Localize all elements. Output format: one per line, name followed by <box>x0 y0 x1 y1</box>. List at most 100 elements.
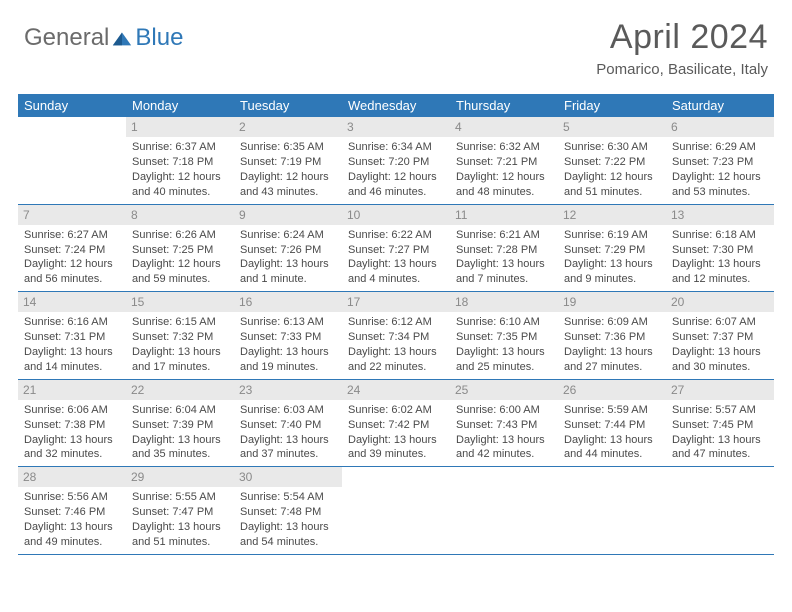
calendar-cell: 2Sunrise: 6:35 AMSunset: 7:19 PMDaylight… <box>234 117 342 204</box>
cell-line: Sunrise: 6:02 AM <box>348 403 444 418</box>
cell-line: Daylight: 13 hours <box>348 433 444 448</box>
cell-line: Daylight: 13 hours <box>348 345 444 360</box>
day-number: 24 <box>342 380 450 400</box>
cell-line: and 46 minutes. <box>348 185 444 200</box>
day-header: Monday <box>126 94 234 117</box>
cell-line: Daylight: 12 hours <box>24 257 120 272</box>
title-block: April 2024 Pomarico, Basilicate, Italy <box>596 18 768 78</box>
day-number: 15 <box>126 292 234 312</box>
cell-line: Sunrise: 6:37 AM <box>132 140 228 155</box>
cell-line: and 53 minutes. <box>672 185 768 200</box>
cell-line: and 14 minutes. <box>24 360 120 375</box>
cell-line: Daylight: 12 hours <box>456 170 552 185</box>
day-number: 16 <box>234 292 342 312</box>
cell-line: Sunset: 7:30 PM <box>672 243 768 258</box>
cell-line: Daylight: 12 hours <box>672 170 768 185</box>
cell-line: Sunset: 7:21 PM <box>456 155 552 170</box>
day-header: Tuesday <box>234 94 342 117</box>
cell-line: and 59 minutes. <box>132 272 228 287</box>
day-number: 2 <box>234 117 342 137</box>
calendar-cell <box>342 467 450 554</box>
cell-line: Sunset: 7:27 PM <box>348 243 444 258</box>
cell-line: Sunrise: 6:10 AM <box>456 315 552 330</box>
cell-line: Daylight: 13 hours <box>240 433 336 448</box>
cell-line: Daylight: 13 hours <box>24 345 120 360</box>
cell-line: and 37 minutes. <box>240 447 336 462</box>
calendar-cell: 15Sunrise: 6:15 AMSunset: 7:32 PMDayligh… <box>126 292 234 379</box>
cell-line: and 49 minutes. <box>24 535 120 550</box>
day-number: 11 <box>450 205 558 225</box>
calendar-cell: 4Sunrise: 6:32 AMSunset: 7:21 PMDaylight… <box>450 117 558 204</box>
cell-line: Sunset: 7:22 PM <box>564 155 660 170</box>
cell-line: Daylight: 13 hours <box>24 433 120 448</box>
day-number: 22 <box>126 380 234 400</box>
day-number: 5 <box>558 117 666 137</box>
cell-line: Daylight: 13 hours <box>564 257 660 272</box>
cell-line: Sunrise: 6:35 AM <box>240 140 336 155</box>
cell-line: Sunset: 7:36 PM <box>564 330 660 345</box>
day-number: 12 <box>558 205 666 225</box>
cell-line: Sunset: 7:23 PM <box>672 155 768 170</box>
calendar-cell: 21Sunrise: 6:06 AMSunset: 7:38 PMDayligh… <box>18 380 126 467</box>
day-number: 7 <box>18 205 126 225</box>
cell-line: Sunset: 7:31 PM <box>24 330 120 345</box>
week-row: 14Sunrise: 6:16 AMSunset: 7:31 PMDayligh… <box>18 292 774 380</box>
cell-line: Sunset: 7:24 PM <box>24 243 120 258</box>
day-number: 10 <box>342 205 450 225</box>
cell-line: Daylight: 12 hours <box>132 170 228 185</box>
cell-line: Sunset: 7:47 PM <box>132 505 228 520</box>
week-row: 1Sunrise: 6:37 AMSunset: 7:18 PMDaylight… <box>18 117 774 205</box>
cell-line: Sunrise: 6:04 AM <box>132 403 228 418</box>
day-number: 21 <box>18 380 126 400</box>
cell-line: Sunrise: 6:00 AM <box>456 403 552 418</box>
day-number: 8 <box>126 205 234 225</box>
cell-line: Sunrise: 6:18 AM <box>672 228 768 243</box>
week-row: 7Sunrise: 6:27 AMSunset: 7:24 PMDaylight… <box>18 205 774 293</box>
cell-line: Sunrise: 6:32 AM <box>456 140 552 155</box>
calendar-cell <box>666 467 774 554</box>
cell-line: Daylight: 13 hours <box>564 433 660 448</box>
logo-text-blue: Blue <box>135 24 183 52</box>
day-number: 19 <box>558 292 666 312</box>
calendar-cell: 29Sunrise: 5:55 AMSunset: 7:47 PMDayligh… <box>126 467 234 554</box>
cell-line: Sunrise: 6:16 AM <box>24 315 120 330</box>
calendar-cell: 24Sunrise: 6:02 AMSunset: 7:42 PMDayligh… <box>342 380 450 467</box>
header: General Blue April 2024 Pomarico, Basili… <box>0 0 792 84</box>
cell-line: and 51 minutes. <box>564 185 660 200</box>
cell-line: and 7 minutes. <box>456 272 552 287</box>
cell-line: Sunrise: 5:55 AM <box>132 490 228 505</box>
calendar-cell <box>558 467 666 554</box>
cell-line: and 51 minutes. <box>132 535 228 550</box>
cell-line: Sunrise: 5:54 AM <box>240 490 336 505</box>
week-row: 21Sunrise: 6:06 AMSunset: 7:38 PMDayligh… <box>18 380 774 468</box>
cell-line: Daylight: 13 hours <box>240 345 336 360</box>
day-number: 3 <box>342 117 450 137</box>
cell-line: Sunset: 7:25 PM <box>132 243 228 258</box>
cell-line: Daylight: 13 hours <box>240 520 336 535</box>
cell-line: Sunset: 7:40 PM <box>240 418 336 433</box>
cell-line: Sunrise: 6:06 AM <box>24 403 120 418</box>
cell-line: Sunset: 7:45 PM <box>672 418 768 433</box>
calendar: SundayMondayTuesdayWednesdayThursdayFrid… <box>18 94 774 555</box>
calendar-cell: 11Sunrise: 6:21 AMSunset: 7:28 PMDayligh… <box>450 205 558 292</box>
cell-line: Daylight: 12 hours <box>564 170 660 185</box>
calendar-cell <box>450 467 558 554</box>
cell-line: Sunrise: 6:27 AM <box>24 228 120 243</box>
cell-line: Sunset: 7:32 PM <box>132 330 228 345</box>
calendar-cell: 22Sunrise: 6:04 AMSunset: 7:39 PMDayligh… <box>126 380 234 467</box>
calendar-cell: 19Sunrise: 6:09 AMSunset: 7:36 PMDayligh… <box>558 292 666 379</box>
cell-line: Daylight: 13 hours <box>672 257 768 272</box>
cell-line: and 42 minutes. <box>456 447 552 462</box>
cell-line: Sunrise: 6:03 AM <box>240 403 336 418</box>
calendar-cell: 9Sunrise: 6:24 AMSunset: 7:26 PMDaylight… <box>234 205 342 292</box>
cell-line: Daylight: 12 hours <box>240 170 336 185</box>
calendar-cell: 30Sunrise: 5:54 AMSunset: 7:48 PMDayligh… <box>234 467 342 554</box>
day-number: 26 <box>558 380 666 400</box>
cell-line: and 19 minutes. <box>240 360 336 375</box>
cell-line: and 44 minutes. <box>564 447 660 462</box>
cell-line: Sunset: 7:44 PM <box>564 418 660 433</box>
day-number: 28 <box>18 467 126 487</box>
cell-line: Sunset: 7:20 PM <box>348 155 444 170</box>
cell-line: Sunrise: 5:56 AM <box>24 490 120 505</box>
cell-line: Daylight: 13 hours <box>240 257 336 272</box>
